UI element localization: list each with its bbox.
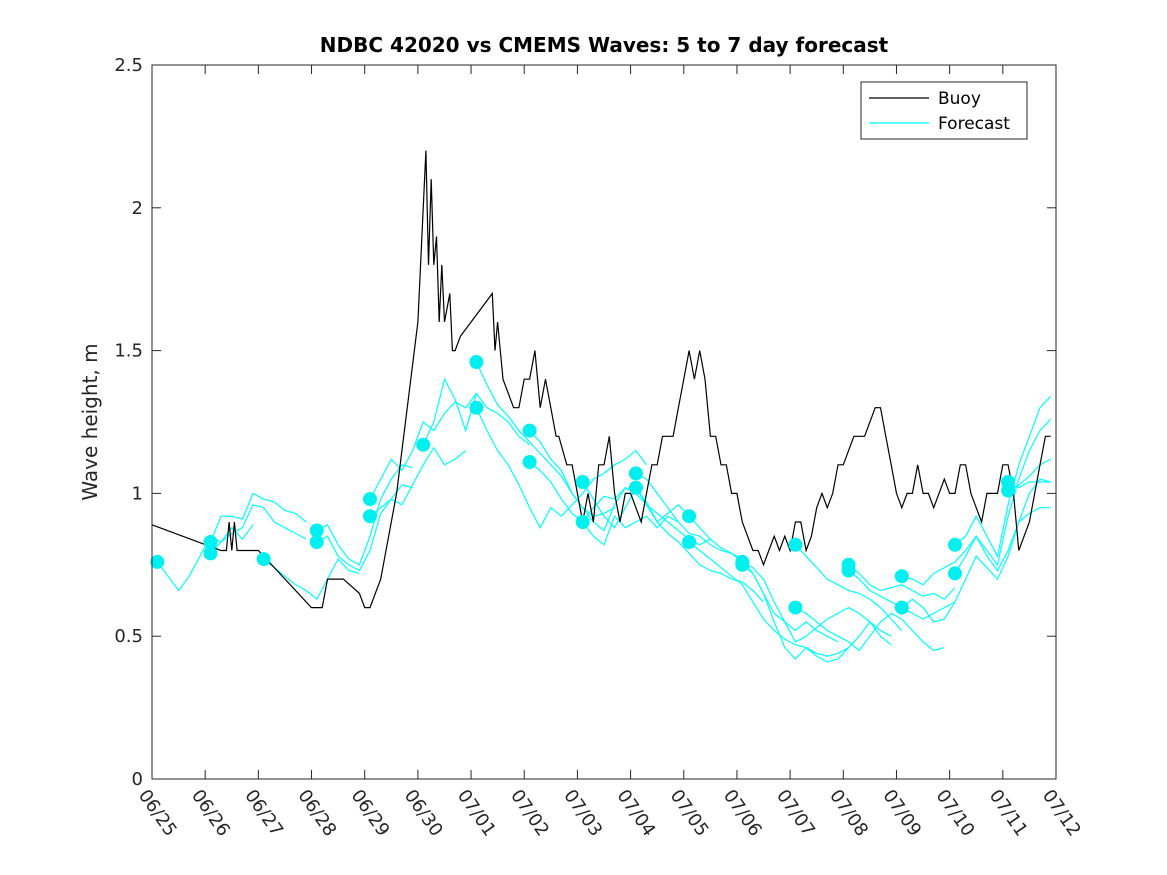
y-tick-label: 1	[132, 483, 143, 504]
forecast-line	[475, 407, 647, 529]
forecast-start-marker	[894, 600, 909, 615]
x-tick-label: 06/30	[400, 786, 447, 841]
forecast-line	[369, 393, 477, 500]
forecast-start-marker	[363, 509, 377, 524]
forecast-start-marker	[309, 535, 324, 549]
forecast-start-marker	[735, 557, 750, 572]
forecast-line	[742, 561, 892, 643]
forecast-line	[954, 418, 1052, 574]
forecast-line	[795, 607, 945, 652]
x-tick-label: 07/07	[772, 786, 819, 841]
forecast-line	[635, 487, 764, 603]
forecast-start-marker	[682, 535, 697, 549]
y-tick-label: 2.5	[114, 55, 143, 76]
forecast-start-marker	[628, 466, 643, 481]
x-tick-label: 07/01	[453, 786, 500, 841]
legend: Buoy Forecast	[860, 81, 1028, 140]
x-tick-label: 06/26	[187, 786, 234, 841]
forecast-line	[848, 564, 956, 600]
forecast-start-marker	[203, 546, 218, 561]
x-tick-label: 06/25	[134, 786, 181, 841]
forecast-start-marker	[363, 492, 377, 507]
forecast-line	[369, 446, 467, 517]
forecast-line	[209, 492, 307, 543]
forecast-start-marker	[1001, 483, 1016, 498]
x-tick-label: 07/10	[932, 786, 979, 841]
forecast-line	[688, 541, 849, 657]
y-tick-label: 2	[132, 198, 143, 219]
x-tick-label: 07/03	[559, 786, 606, 841]
x-tick-label: 07/02	[506, 786, 553, 841]
forecast-line	[529, 430, 637, 532]
x-tick-label: 07/04	[612, 786, 659, 841]
y-tick-label: 0.5	[114, 626, 143, 647]
forecast-start-marker	[150, 554, 165, 569]
forecast-start-marker	[203, 535, 218, 549]
x-tick-label: 06/27	[240, 786, 287, 841]
x-tick-label: 07/12	[1038, 786, 1085, 841]
legend-label: Forecast	[938, 114, 1010, 134]
forecast-start-marker	[948, 566, 962, 581]
legend-box	[860, 81, 1028, 140]
forecast-start-marker	[256, 552, 271, 567]
forecast-line	[1007, 481, 1051, 489]
forecast-start-marker	[788, 537, 803, 552]
forecast-line	[741, 564, 892, 663]
forecast-line	[529, 461, 679, 546]
y-tick-label: 1.5	[114, 341, 143, 362]
x-tick-label: 07/08	[825, 786, 872, 841]
forecast-start-marker	[575, 515, 590, 529]
y-tick-label: 0	[132, 769, 143, 790]
forecast-start-marker	[309, 523, 324, 538]
forecast-start-marker	[894, 569, 909, 584]
forecast-start-marker	[628, 480, 643, 495]
x-tick-label: 07/11	[985, 786, 1032, 841]
x-tick-label: 06/29	[347, 786, 394, 841]
forecast-line	[794, 544, 903, 631]
y-axis-label: Wave height, m	[78, 343, 102, 500]
x-tick-label: 06/28	[293, 786, 340, 841]
plot-area	[152, 65, 1056, 779]
forecast-start-marker	[788, 600, 803, 615]
buoy-line	[151, 150, 1051, 609]
axes-box	[151, 64, 1057, 780]
forecast-line	[422, 377, 530, 446]
forecast-start-marker	[522, 423, 537, 438]
forecast-line	[210, 504, 307, 554]
forecast-start-marker	[522, 455, 537, 469]
forecast-start-marker	[469, 355, 484, 369]
forecast-start-marker	[682, 509, 697, 524]
forecast-start-marker	[841, 563, 856, 578]
chart-title: NDBC 42020 vs CMEMS Waves: 5 to 7 day fo…	[320, 33, 889, 57]
x-tick-label: 07/09	[878, 786, 925, 841]
forecast-start-marker	[948, 537, 962, 552]
forecast-line	[316, 464, 413, 566]
forecast-markers-layer	[150, 355, 1016, 615]
forecast-line	[635, 472, 743, 563]
forecast-start-marker	[469, 400, 484, 415]
buoy-series-layer	[151, 150, 1051, 609]
forecast-line	[263, 558, 360, 601]
forecast-start-marker	[575, 475, 590, 489]
legend-label: Buoy	[938, 89, 981, 109]
forecast-line	[901, 507, 1051, 623]
forecast-line	[1007, 458, 1051, 492]
x-tick-label: 07/05	[666, 786, 713, 841]
forecast-start-marker	[416, 437, 431, 452]
x-tick-label: 07/06	[719, 786, 766, 841]
forecast-line	[954, 395, 1052, 558]
